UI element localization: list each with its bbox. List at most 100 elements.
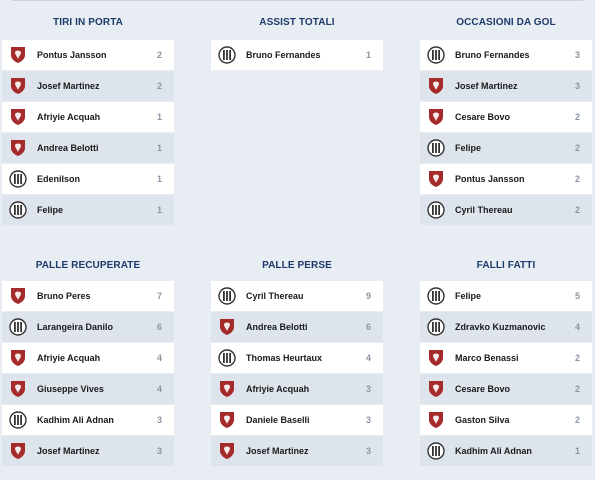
player-name[interactable]: Josef Martinez xyxy=(37,81,100,91)
panel-rows: Bruno Peres 7 Larangeira Danilo 6 Afriyie Ac… xyxy=(2,281,174,467)
table-row: Afriyie Acquah 4 xyxy=(2,343,174,374)
player-name[interactable]: Cesare Bovo xyxy=(455,112,511,122)
top-divider xyxy=(12,0,583,1)
player-name[interactable]: Zdravko Kuzmanovic xyxy=(455,322,546,332)
player-name[interactable]: Cesare Bovo xyxy=(455,384,511,394)
player-name[interactable]: Thomas Heurtaux xyxy=(246,353,323,363)
player-name[interactable]: Andrea Belotti xyxy=(37,143,99,153)
torino-crest-icon xyxy=(426,169,446,189)
panel-rows: Pontus Jansson 2 Josef Martinez 2 Afriyie Ac… xyxy=(2,40,174,226)
torino-crest-icon xyxy=(8,441,28,461)
stat-value: 4 xyxy=(574,322,580,332)
table-row: Josef Martinez 3 xyxy=(420,71,592,102)
udinese-crest-icon xyxy=(217,286,237,306)
player-name[interactable]: Kadhim Ali Adnan xyxy=(455,446,532,456)
udinese-crest-icon xyxy=(8,169,28,189)
player-name[interactable]: Gaston Silva xyxy=(455,415,510,425)
stat-value: 1 xyxy=(574,446,580,456)
player-name[interactable]: Felipe xyxy=(37,205,64,215)
table-row: Felipe 5 xyxy=(420,281,592,312)
panel-title: TIRI IN PORTA xyxy=(52,17,123,28)
player-name[interactable]: Cyril Thereau xyxy=(455,205,513,215)
player-name[interactable]: Pontus Jansson xyxy=(455,174,525,184)
stat-value: 2 xyxy=(574,415,580,425)
player-name[interactable]: Josef Martinez xyxy=(37,446,100,456)
player-name[interactable]: Felipe xyxy=(455,291,482,301)
panel-title: OCCASIONI DA GOL xyxy=(456,17,556,28)
player-name[interactable]: Bruno Peres xyxy=(37,291,91,301)
stat-value: 7 xyxy=(156,291,162,301)
udinese-crest-icon xyxy=(426,286,446,306)
torino-crest-icon xyxy=(8,76,28,96)
player-name[interactable]: Daniele Baselli xyxy=(246,415,310,425)
player-name[interactable]: Afriyie Acquah xyxy=(37,112,101,122)
udinese-crest-icon xyxy=(217,348,237,368)
table-row: Bruno Peres 7 xyxy=(2,281,174,312)
panel-title: ASSIST TOTALI xyxy=(259,17,335,28)
table-row: Zdravko Kuzmanovic 4 xyxy=(420,312,592,343)
player-name[interactable]: Afriyie Acquah xyxy=(37,353,101,363)
torino-crest-icon xyxy=(8,348,28,368)
torino-crest-icon xyxy=(426,76,446,96)
player-name[interactable]: Josef Martinez xyxy=(455,81,518,91)
stat-value: 1 xyxy=(156,143,162,153)
torino-crest-icon xyxy=(426,107,446,127)
table-row: Cesare Bovo 2 xyxy=(420,374,592,405)
udinese-crest-icon xyxy=(8,200,28,220)
table-row: Felipe 2 xyxy=(420,133,592,164)
torino-crest-icon xyxy=(217,379,237,399)
torino-crest-icon xyxy=(8,107,28,127)
player-name[interactable]: Larangeira Danilo xyxy=(37,322,114,332)
torino-crest-icon xyxy=(426,348,446,368)
torino-crest-icon xyxy=(8,45,28,65)
player-name[interactable]: Edenilson xyxy=(37,174,81,184)
panel-rows: Bruno Fernandes 3 Josef Martinez 3 Cesare Bo… xyxy=(420,40,592,226)
stat-value: 4 xyxy=(156,384,162,394)
table-row: Josef Martinez 3 xyxy=(211,436,383,467)
udinese-crest-icon xyxy=(426,441,446,461)
stat-value: 2 xyxy=(574,143,580,153)
torino-crest-icon xyxy=(8,138,28,158)
stat-value: 2 xyxy=(574,205,580,215)
table-row: Giuseppe Vives 4 xyxy=(2,374,174,405)
stat-value: 4 xyxy=(156,353,162,363)
udinese-crest-icon xyxy=(8,317,28,337)
player-name[interactable]: Pontus Jansson xyxy=(37,50,107,60)
stat-value: 2 xyxy=(574,112,580,122)
player-name[interactable]: Kadhim Ali Adnan xyxy=(37,415,114,425)
stat-value: 4 xyxy=(365,353,371,363)
stat-value: 5 xyxy=(574,291,580,301)
torino-crest-icon xyxy=(8,379,28,399)
player-name[interactable]: Josef Martinez xyxy=(246,446,309,456)
table-row: Larangeira Danilo 6 xyxy=(2,312,174,343)
stat-value: 2 xyxy=(574,174,580,184)
stat-value: 2 xyxy=(156,81,162,91)
torino-crest-icon xyxy=(426,379,446,399)
player-name[interactable]: Bruno Fernandes xyxy=(246,50,321,60)
panel-rows: Cyril Thereau 9 Andrea Belotti 6 Thomas Heur… xyxy=(211,281,383,467)
player-name[interactable]: Marco Benassi xyxy=(455,353,519,363)
table-row: Pontus Jansson 2 xyxy=(2,40,174,71)
stat-value: 2 xyxy=(574,384,580,394)
player-name[interactable]: Felipe xyxy=(455,143,482,153)
player-name[interactable]: Afriyie Acquah xyxy=(246,384,310,394)
udinese-crest-icon xyxy=(426,45,446,65)
table-row: Felipe 1 xyxy=(2,195,174,226)
panel-title: PALLE RECUPERATE xyxy=(35,260,141,271)
stat-value: 3 xyxy=(365,384,371,394)
table-row: Cesare Bovo 2 xyxy=(420,102,592,133)
stat-value: 3 xyxy=(365,415,371,425)
table-row: Marco Benassi 2 xyxy=(420,343,592,374)
udinese-crest-icon xyxy=(217,45,237,65)
player-name[interactable]: Bruno Fernandes xyxy=(455,50,530,60)
table-row: Kadhim Ali Adnan 1 xyxy=(420,436,592,467)
udinese-crest-icon xyxy=(426,200,446,220)
stat-value: 1 xyxy=(365,50,371,60)
table-row: Thomas Heurtaux 4 xyxy=(211,343,383,374)
player-name[interactable]: Andrea Belotti xyxy=(246,322,308,332)
player-name[interactable]: Giuseppe Vives xyxy=(37,384,104,394)
player-name[interactable]: Cyril Thereau xyxy=(246,291,304,301)
table-row: Daniele Baselli 3 xyxy=(211,405,383,436)
table-row: Bruno Fernandes 3 xyxy=(420,40,592,71)
torino-crest-icon xyxy=(217,441,237,461)
